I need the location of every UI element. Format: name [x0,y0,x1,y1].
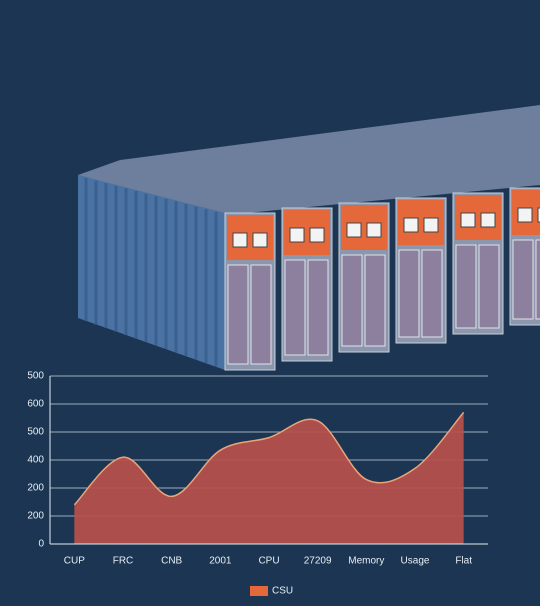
window [517,207,533,223]
door [398,249,420,338]
door [421,249,443,338]
y-tick-label: 400 [27,455,44,466]
door [512,239,534,320]
area [74,412,464,544]
legend-swatch [250,586,268,596]
y-tick-label: 0 [38,539,44,550]
door [364,254,386,347]
window [403,217,419,233]
window [252,232,268,248]
door [455,244,477,329]
window [289,227,305,243]
x-tick-label: CNB [161,556,182,567]
window [232,232,248,248]
door [341,254,363,347]
legend-label: CSU [272,586,293,597]
x-tick-label: 2001 [209,556,232,567]
y-tick-label: 200 [27,511,44,522]
x-tick-label: Memory [348,556,384,567]
x-tick-label: Flat [455,556,472,567]
x-tick-label: 27209 [304,556,332,567]
door [284,259,306,356]
window [309,227,325,243]
door [250,264,272,365]
y-tick-label: 600 [27,399,44,410]
y-tick-label: 500 [27,371,44,382]
y-tick-label: 200 [27,483,44,494]
window [366,222,382,238]
door [307,259,329,356]
area-line [73,411,465,506]
container-illustration [78,105,540,371]
x-tick-label: CPU [258,556,279,567]
window [460,212,476,228]
door [535,239,540,320]
window [423,217,439,233]
y-tick-label: 500 [27,427,44,438]
x-tick-label: FRC [113,556,134,567]
x-tick-label: Usage [401,556,430,567]
window [537,207,540,223]
door [227,264,249,365]
window [346,222,362,238]
window [480,212,496,228]
door [478,244,500,329]
x-tick-label: CUP [64,556,85,567]
container-roofs [78,105,540,215]
